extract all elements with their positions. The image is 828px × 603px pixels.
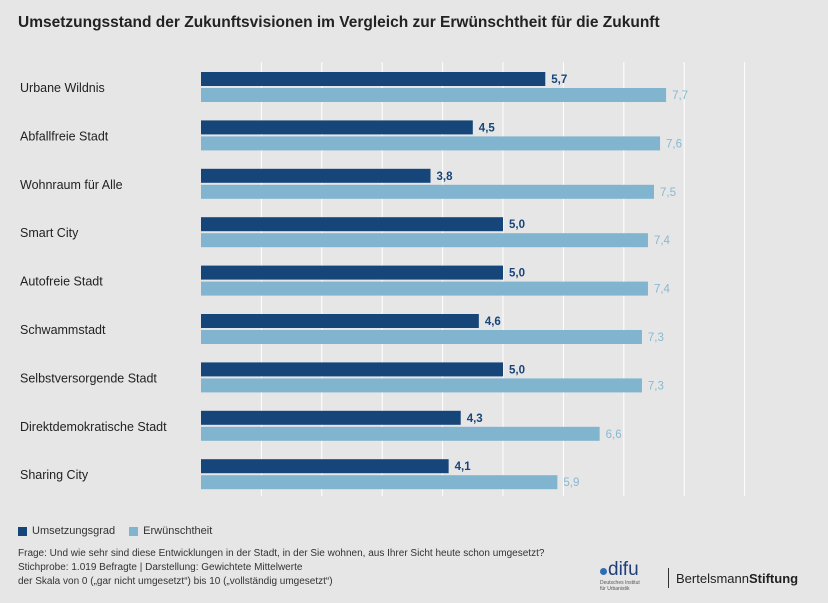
- bar-erwuenschtheit: [201, 378, 642, 393]
- bar-umsetzungsgrad: [201, 265, 503, 280]
- bar-umsetzungsgrad: [201, 72, 546, 86]
- bar-umsetzungsgrad: [201, 168, 431, 183]
- bertelsmann-logo-bold: Stiftung: [748, 571, 799, 586]
- legend-swatch-umsetzungsgrad: [18, 526, 27, 536]
- legend-item-erwuenschtheit: Erwünschtheit: [129, 525, 212, 537]
- category-label: Urbane Wildnis: [20, 81, 105, 95]
- data-label-erwuenschtheit: 5,9: [563, 477, 579, 489]
- bar-umsetzungsgrad: [201, 217, 503, 232]
- data-label-umsetzungsgrad: 5,0: [509, 219, 525, 231]
- bar-erwuenschtheit: [201, 184, 654, 199]
- bar-umsetzungsgrad: [201, 459, 449, 474]
- data-label-umsetzungsgrad: 4,1: [455, 461, 472, 473]
- category-label: Abfallfreie Stadt: [20, 129, 109, 143]
- data-label-erwuenschtheit: 7,4: [654, 284, 671, 296]
- data-label-umsetzungsgrad: 4,3: [467, 413, 483, 425]
- data-label-erwuenschtheit: 7,3: [648, 380, 664, 392]
- footnote-question: Frage: Und wie sehr sind diese Entwicklu…: [18, 548, 545, 559]
- bar-chart: Urbane Wildnis 5,7 7,7 Abfallfreie Stadt 4,5…: [20, 62, 746, 496]
- data-label-erwuenschtheit: 6,6: [606, 429, 622, 441]
- data-label-umsetzungsgrad: 5,7: [551, 74, 567, 86]
- category-label: Selbstversorgende Stadt: [20, 371, 157, 385]
- data-label-umsetzungsgrad: 5,0: [509, 268, 525, 280]
- bertelsmann-logo-regular: Bertelsmann: [676, 571, 749, 586]
- data-label-umsetzungsgrad: 4,6: [485, 316, 501, 328]
- bar-umsetzungsgrad: [201, 314, 479, 328]
- difu-logo: difu Deutsches Institut für Urbanistik: [600, 560, 650, 596]
- data-label-erwuenschtheit: 7,4: [654, 235, 671, 247]
- data-label-erwuenschtheit: 7,6: [666, 138, 682, 150]
- data-label-erwuenschtheit: 7,5: [660, 187, 676, 199]
- footnote-scale: der Skala von 0 („gar nicht umgesetzt“) …: [18, 576, 333, 587]
- footnotes: Frage: Und wie sehr sind diese Entwicklu…: [18, 547, 544, 589]
- bar-erwuenschtheit: [201, 475, 558, 490]
- legend-label-umsetzungsgrad: Umsetzungsgrad: [32, 525, 116, 537]
- difu-logo-sub1: Deutsches Institut: [600, 580, 640, 586]
- bar-umsetzungsgrad: [201, 362, 503, 377]
- category-label: Wohnraum für Alle: [20, 178, 123, 192]
- difu-logo-sub2: für Urbanistik: [600, 586, 630, 592]
- bar-erwuenschtheit: [201, 88, 667, 102]
- legend: Umsetzungsgrad Erwünschtheit: [18, 525, 212, 537]
- bar-umsetzungsgrad: [201, 410, 461, 425]
- data-label-umsetzungsgrad: 3,8: [437, 171, 454, 183]
- bar-erwuenschtheit: [201, 281, 648, 296]
- bar-umsetzungsgrad: [201, 120, 473, 135]
- bar-erwuenschtheit: [201, 426, 600, 441]
- bar-erwuenschtheit: [201, 233, 648, 248]
- data-label-umsetzungsgrad: 5,0: [509, 364, 525, 376]
- category-label: Autofreie Stadt: [20, 275, 103, 289]
- category-label: Sharing City: [20, 468, 89, 482]
- bar-erwuenschtheit: [201, 330, 642, 344]
- legend-swatch-erwuenschtheit: [129, 526, 139, 536]
- data-label-umsetzungsgrad: 4,5: [479, 122, 496, 134]
- bar-erwuenschtheit: [201, 136, 661, 151]
- category-label: Smart City: [20, 226, 79, 240]
- chart-title: Umsetzungsstand der Zukunftsvisionen im …: [18, 14, 660, 31]
- category-label: Schwammstadt: [20, 323, 106, 337]
- legend-item-umsetzungsgrad: Umsetzungsgrad: [18, 525, 115, 537]
- bertelsmann-logo: BertelsmannStiftung: [676, 571, 798, 586]
- legend-label-erwuenschtheit: Erwünschtheit: [143, 525, 213, 537]
- difu-dot-icon: [600, 568, 607, 575]
- footnote-sample: Stichprobe: 1.019 Befragte | Darstellung…: [18, 562, 303, 573]
- data-label-erwuenschtheit: 7,3: [648, 332, 664, 344]
- logo-separator: [668, 568, 669, 588]
- data-label-erwuenschtheit: 7,7: [672, 90, 688, 102]
- difu-logo-mark: difu: [608, 559, 639, 580]
- category-label: Direktdemokratische Stadt: [20, 420, 167, 434]
